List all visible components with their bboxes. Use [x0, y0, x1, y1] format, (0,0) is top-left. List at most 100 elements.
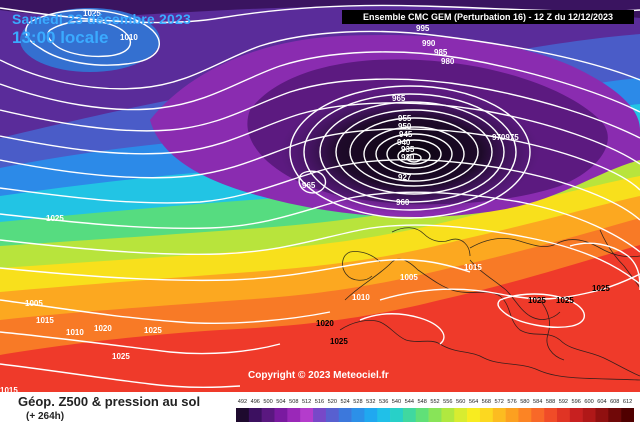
scale-swatch [441, 408, 455, 422]
pressure-map: 1025 1010 995 990 985 980 965 955 950 94… [0, 0, 640, 392]
copyright-text: Copyright © 2023 Meteociel.fr [248, 370, 389, 381]
isobar-labels: 1025 1010 995 990 985 980 965 955 950 94… [0, 9, 610, 392]
scale-swatch [364, 408, 378, 422]
isobar-label: 995 [416, 24, 430, 33]
scale-tick-label: 576 [507, 399, 516, 405]
scale-swatch [621, 408, 634, 422]
scale-swatch [608, 408, 622, 422]
scale-swatch [261, 408, 275, 422]
scale-swatch [467, 408, 481, 422]
band-dark-top [0, 0, 640, 18]
scale-tick-label: 520 [328, 399, 337, 405]
isobar-label: 1010 [66, 328, 84, 337]
scale-tick-label: 552 [430, 399, 439, 405]
scale-tick-label: 524 [340, 399, 349, 405]
scale-swatch [531, 408, 545, 422]
isobar-label: 1010 [120, 33, 138, 42]
scale-tick-label: 600 [584, 399, 593, 405]
scale-tick-label: 556 [443, 399, 452, 405]
scale-swatch [582, 408, 596, 422]
scale-swatch [505, 408, 519, 422]
isobar-label: 930 [401, 153, 415, 162]
scale-swatch [236, 408, 250, 422]
scale-swatch [338, 408, 352, 422]
scale-swatch [518, 408, 532, 422]
scale-swatch [492, 408, 506, 422]
scale-tick-label: 588 [546, 399, 555, 405]
scale-tick-label: 536 [379, 399, 388, 405]
isobar-label: 985 [434, 48, 448, 57]
scale-tick-label: 564 [469, 399, 478, 405]
scale-swatch [287, 408, 301, 422]
scale-tick-label: 548 [417, 399, 426, 405]
scale-swatch [544, 408, 558, 422]
scale-tick-label: 544 [405, 399, 414, 405]
scale-swatch [479, 408, 494, 422]
isobar-label: 955 [398, 114, 412, 123]
scale-tick-label: 540 [392, 399, 401, 405]
scale-tick-label: 496 [251, 399, 260, 405]
isobar-label: 1005 [400, 273, 418, 282]
scale-swatch [402, 408, 417, 422]
scale-tick-label: 560 [456, 399, 465, 405]
scale-swatch [351, 408, 365, 422]
isobar-label: 1015 [464, 263, 482, 272]
geopotential-color-scale: 492 496 500 504 508 512 516 520 524 528 532 536 540 5… [236, 399, 634, 422]
isobar-label: 965 [302, 181, 316, 190]
scale-tick-label: 492 [238, 399, 247, 405]
isobars [0, 4, 640, 389]
scale-swatch [569, 408, 583, 422]
isobar-label: 1025 [528, 296, 546, 305]
isobar-label: 945 [399, 130, 413, 139]
ensemble-run-label: Ensemble CMC GEM (Perturbation 16) - 12 … [342, 10, 634, 24]
scale-swatch [415, 408, 429, 422]
isobar-label: 980 [441, 57, 455, 66]
scale-tick-label: 516 [315, 399, 324, 405]
isobar-label: 1025 [112, 352, 130, 361]
scale-tick-label: 500 [263, 399, 272, 405]
isobar-label: 1025 [556, 296, 574, 305]
scale-swatch [595, 408, 609, 422]
isobar-label: 1020 [94, 324, 112, 333]
isobar-label: 1025 [144, 326, 162, 335]
isobar-label: 1010 [352, 293, 370, 302]
scale-tick-label: 596 [572, 399, 581, 405]
scale-swatch [300, 408, 314, 422]
scale-tick-label: 592 [559, 399, 568, 405]
scale-tick-label: 504 [276, 399, 285, 405]
isobar-label: 970975 [492, 133, 519, 142]
isobar-label: 1005 [25, 299, 43, 308]
scale-swatch [377, 408, 391, 422]
scale-swatch [390, 408, 404, 422]
isobar-label: 990 [422, 39, 436, 48]
scale-tick-label: 508 [289, 399, 298, 405]
scale-tick-label: 612 [623, 399, 632, 405]
scale-swatch [325, 408, 340, 422]
scale-tick-label: 608 [610, 399, 619, 405]
isobar-label: 965 [392, 94, 406, 103]
scale-tick-label: 580 [520, 399, 529, 405]
scale-swatch [428, 408, 442, 422]
forecast-date: Samedi 23 décembre 2023 [12, 11, 191, 27]
scale-tick-label: 604 [597, 399, 606, 405]
isobar-label: 940 [397, 138, 411, 147]
scale-swatch [454, 408, 468, 422]
isobar-label: 1015 [36, 316, 54, 325]
isobar-label: 1025 [592, 284, 610, 293]
scale-swatch [274, 408, 288, 422]
isobar-label: 1020 [316, 319, 334, 328]
scale-swatch [556, 408, 571, 422]
legend-footer: Géop. Z500 & pression au sol (+ 264h) 49… [0, 392, 640, 427]
isobar-label: 1025 [83, 9, 101, 18]
legend-title: Géop. Z500 & pression au sol [18, 394, 201, 409]
scale-tick-label: 584 [533, 399, 542, 405]
isobar-label: 1025 [46, 214, 64, 223]
scale-swatch [248, 408, 262, 422]
scale-tick-label: 532 [366, 399, 375, 405]
forecast-time: 13:00 locale [12, 28, 109, 47]
isobar-label: 960 [396, 198, 410, 207]
scale-tick-label: 572 [495, 399, 504, 405]
isobar-label: 927 [398, 173, 412, 182]
isobar-label: 950 [398, 122, 412, 131]
